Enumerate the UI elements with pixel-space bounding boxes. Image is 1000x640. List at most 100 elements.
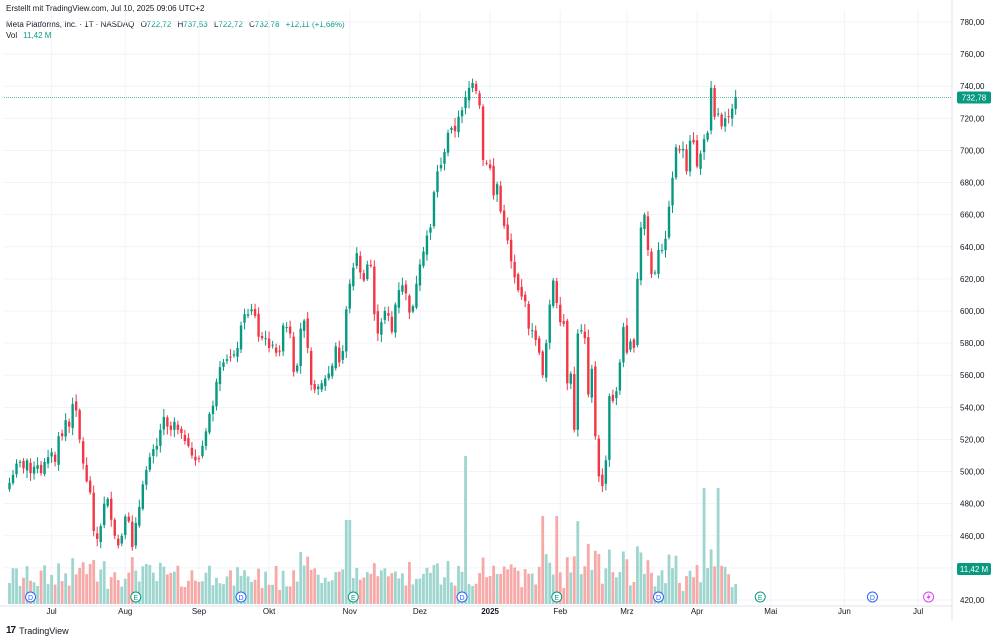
time-axis[interactable]: Jul Aug Sep Okt Nov Dez 2025 Feb Mrz Apr Mai Jun Jul — [46, 607, 923, 616]
candle-body — [538, 338, 541, 353]
earnings-marker-icon — [754, 591, 766, 603]
volume-bar — [583, 566, 587, 604]
volume-bar — [179, 586, 183, 604]
time-tick-label: Jul — [46, 607, 56, 616]
volume-bar — [299, 552, 303, 604]
candle-body — [653, 272, 657, 274]
volume-bar — [50, 574, 53, 604]
volume-bar — [429, 572, 432, 604]
tradingview-logo-icon: 17 — [6, 625, 16, 636]
candle-body — [138, 506, 141, 526]
volume-bar — [716, 488, 720, 604]
dividend-marker-label: D — [870, 595, 875, 602]
volume-bar — [513, 567, 517, 604]
volume-bar — [671, 568, 674, 604]
volume-bar — [688, 570, 692, 604]
volume-legend: Vol 11,42 M — [6, 31, 51, 41]
candle-body — [380, 322, 383, 335]
volume-bar — [597, 553, 601, 604]
candle-body — [520, 287, 523, 297]
candle-body — [639, 227, 643, 281]
candle-body — [225, 359, 229, 361]
candle-body — [362, 273, 366, 281]
volume-bar — [502, 566, 506, 604]
volume-bar — [418, 578, 422, 604]
candle-body — [408, 295, 411, 313]
candle-body — [120, 535, 123, 544]
candle-body — [334, 346, 337, 369]
time-tick-label: Okt — [263, 607, 276, 616]
candle-body — [201, 445, 204, 457]
volume-bar — [478, 573, 481, 604]
candle-body — [632, 339, 636, 348]
candle-body — [253, 309, 257, 316]
volume-bar — [176, 565, 180, 604]
time-tick-label: Sep — [192, 607, 207, 616]
candle-body — [92, 492, 95, 531]
time-tick-label: Jul — [913, 607, 923, 616]
volume-bar — [215, 577, 218, 604]
price-tick-label: 560,00 — [960, 371, 985, 380]
candle-body — [74, 401, 78, 411]
candle-body — [373, 266, 376, 315]
volume-bar — [102, 561, 106, 604]
candle-body — [471, 83, 474, 89]
volume-bar — [699, 582, 702, 604]
candle-body — [366, 264, 369, 280]
candle-body — [548, 304, 551, 343]
time-tick-label: Dez — [413, 607, 427, 616]
volume-bar — [99, 569, 103, 604]
candle-body — [11, 474, 15, 484]
volume-axis-label: 11,42 M — [960, 565, 989, 574]
volume-bar — [351, 578, 355, 604]
candle-body — [348, 283, 351, 309]
volume-bar — [646, 560, 650, 604]
price-tick-label: 600,00 — [960, 307, 985, 316]
candle-body — [432, 192, 436, 227]
candle-body — [345, 309, 348, 352]
volume-bar — [78, 567, 82, 604]
volume-bar — [64, 573, 68, 604]
candle-body — [478, 93, 481, 106]
price-tick-label: 500,00 — [960, 468, 985, 477]
volume-bar — [306, 556, 310, 604]
candle-body — [604, 460, 608, 484]
candle-body — [394, 304, 397, 333]
candle-body — [467, 87, 471, 101]
volume-bar — [15, 568, 18, 604]
candle-body — [43, 461, 46, 475]
candle-body — [709, 87, 713, 131]
time-tick-label: Apr — [691, 607, 704, 616]
volume-bar — [295, 581, 299, 604]
candle-body — [594, 366, 597, 437]
price-axis[interactable]: 780,00 760,00 740,00 720,00 700,00 680,00 660,… — [960, 18, 985, 605]
price-label: 732,78 — [962, 93, 987, 102]
volume-bar — [379, 570, 383, 604]
candle-body — [495, 184, 499, 195]
candle-body — [359, 255, 362, 273]
volume-bar — [674, 555, 678, 604]
volume-bar — [422, 573, 425, 604]
volume-bar — [446, 560, 450, 604]
volume-bar — [629, 585, 632, 604]
candle-body — [260, 335, 264, 339]
volume-bar — [372, 563, 376, 604]
candle-body — [559, 304, 562, 323]
dividend-marker-icon — [866, 591, 878, 603]
volume-bar — [625, 559, 629, 604]
candle-body — [555, 281, 558, 303]
volume-bar — [657, 575, 660, 604]
candle-body — [580, 330, 583, 332]
volume-bar — [348, 520, 352, 604]
volume-bar — [467, 584, 471, 604]
candle-body — [450, 127, 453, 130]
candle-body — [601, 474, 604, 487]
volume-bar — [302, 565, 306, 604]
volume-bar — [281, 570, 285, 604]
volume-bar — [678, 582, 681, 604]
volume-bar — [681, 590, 685, 604]
candle-body — [643, 214, 646, 229]
candle-body — [573, 374, 576, 430]
volume-bar — [151, 572, 155, 604]
